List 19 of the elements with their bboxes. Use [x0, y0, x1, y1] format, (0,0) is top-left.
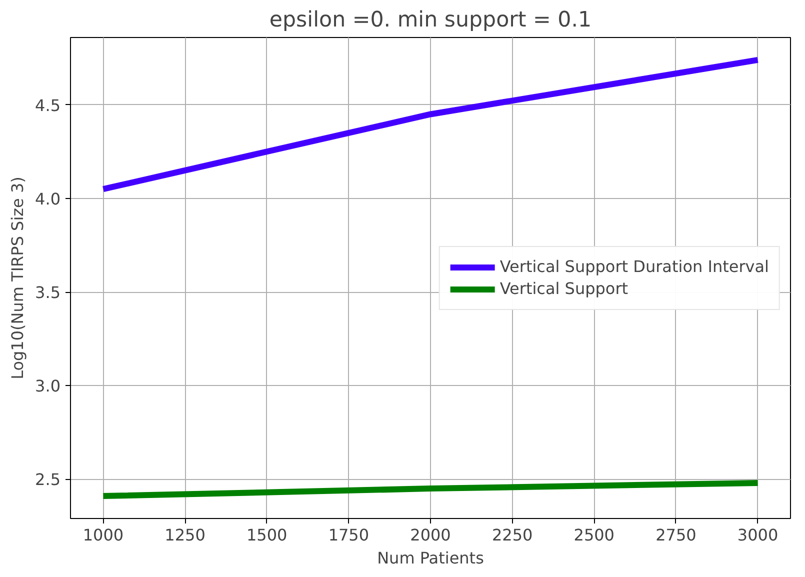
y-tick-label: 3.0: [35, 376, 61, 396]
legend-label: Vertical Support Duration Interval: [500, 257, 769, 276]
y-tick-label: 4.5: [35, 96, 61, 115]
y-axis-title: Log10(Num TIRPS Size 3): [8, 176, 28, 380]
y-tick-label: 2.5: [35, 470, 61, 490]
chart-title: epsilon =0. min support = 0.1: [269, 8, 592, 32]
x-tick-label: 2250: [492, 526, 533, 544]
x-tick-label: 3000: [737, 526, 778, 544]
x-tick-label: 1000: [82, 526, 124, 544]
x-tick-label: 1500: [246, 526, 288, 544]
x-tick-label: 1750: [328, 526, 370, 544]
y-tick-label: 4.0: [35, 189, 61, 208]
x-tick-label: 1250: [164, 526, 206, 544]
x-tick-label: 2000: [410, 526, 451, 544]
y-tick-label: 3.5: [35, 283, 61, 302]
legend-label: Vertical Support: [500, 279, 628, 298]
x-axis-title: Num Patients: [377, 548, 484, 568]
x-tick-label: 2500: [574, 526, 614, 544]
x-tick-label: 2750: [656, 526, 696, 544]
